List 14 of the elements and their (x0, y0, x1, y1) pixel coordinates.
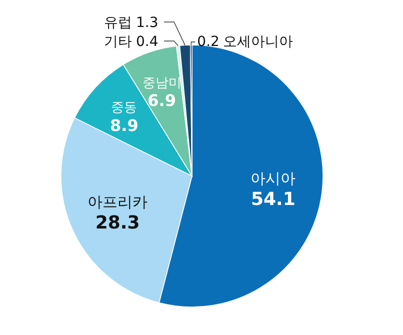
data-label: 6.9 (148, 91, 176, 110)
data-label: 0.4 (136, 34, 158, 50)
slice-label: 오세아니아 (223, 34, 294, 50)
data-label: 28.3 (95, 212, 140, 234)
slice-label: 기타 (104, 34, 132, 50)
slice-label: 아프리카 (88, 193, 148, 212)
data-label: 0.2 (197, 34, 220, 50)
data-label: 54.1 (251, 188, 296, 210)
slice-label: 중남미 (142, 76, 182, 91)
slice-label: 유럽 (104, 15, 132, 31)
data-label: 1.3 (136, 15, 158, 31)
slice-label: 아시아 (250, 169, 296, 188)
data-label: 8.9 (110, 116, 138, 135)
slice-label: 중동 (111, 100, 138, 116)
